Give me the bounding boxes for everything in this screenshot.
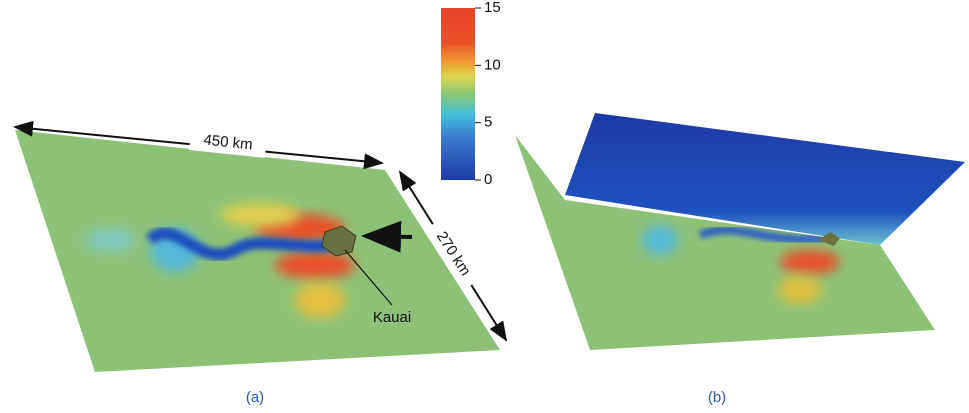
label-bg bbox=[424, 217, 482, 291]
island bbox=[818, 232, 840, 246]
wake-field bbox=[642, 225, 840, 304]
island-label: Kauai bbox=[373, 309, 411, 326]
surface bbox=[515, 135, 935, 350]
wind-arrow bbox=[361, 220, 413, 253]
colorbar-tick-label: 15 bbox=[484, 0, 501, 16]
leader-line bbox=[344, 249, 393, 306]
island bbox=[321, 225, 357, 257]
colorbar-scale bbox=[441, 8, 475, 180]
label-bg bbox=[189, 128, 267, 158]
panel-b: (b) bbox=[515, 113, 965, 406]
width-label: 450 km bbox=[203, 131, 254, 153]
colorbar-tick-label: 5 bbox=[484, 114, 492, 131]
colorbar-tick-label: 0 bbox=[484, 171, 492, 188]
colorbar: 0 5 10 15 bbox=[441, 0, 501, 188]
surface bbox=[15, 130, 500, 372]
panel-a: 450 km 270 km Kauai (a) bbox=[13, 120, 508, 406]
wake-field bbox=[85, 203, 355, 318]
panel-label: (b) bbox=[708, 389, 726, 406]
panel-label: (a) bbox=[246, 389, 264, 406]
vertical-slice bbox=[565, 113, 965, 245]
colorbar-tick-label: 10 bbox=[484, 56, 501, 73]
